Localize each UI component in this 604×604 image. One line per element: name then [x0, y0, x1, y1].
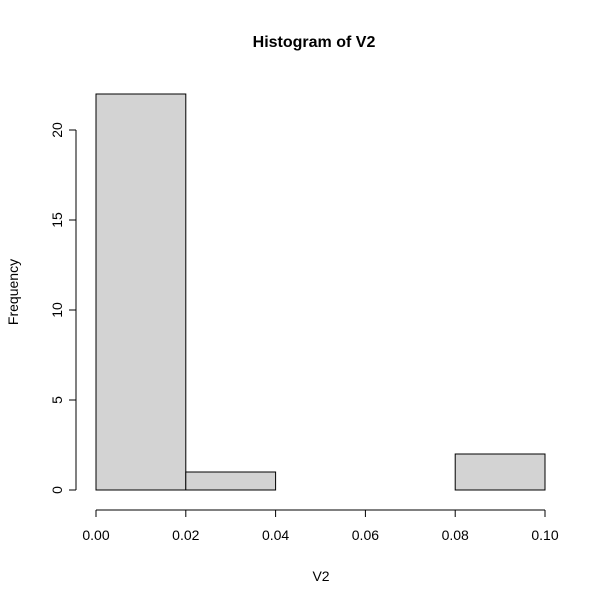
x-tick-label-5: 0.10 [531, 527, 558, 543]
x-axis-label: V2 [312, 568, 329, 584]
x-tick-label-2: 0.04 [262, 527, 289, 543]
x-tick-label-4: 0.08 [442, 527, 469, 543]
bars-group [95, 93, 546, 491]
histogram-bar-0 [95, 93, 187, 491]
x-tick-label-1: 0.02 [172, 527, 199, 543]
y-tick-label-4: 20 [49, 122, 65, 138]
y-axis: 0 5 10 15 20 [49, 122, 77, 494]
y-axis-label: Frequency [5, 259, 21, 325]
histogram-bar-1 [185, 471, 277, 491]
x-tick-label-0: 0.00 [82, 527, 109, 543]
histogram-bar-4 [454, 453, 546, 491]
y-tick-label-2: 10 [49, 302, 65, 318]
x-axis: 0.00 0.02 0.04 0.06 0.08 0.10 [82, 509, 559, 543]
y-tick-label-1: 5 [49, 396, 65, 404]
y-tick-label-3: 15 [49, 212, 65, 228]
chart-title: Histogram of V2 [253, 34, 376, 51]
x-tick-label-3: 0.06 [352, 527, 379, 543]
y-tick-label-0: 0 [49, 486, 65, 494]
